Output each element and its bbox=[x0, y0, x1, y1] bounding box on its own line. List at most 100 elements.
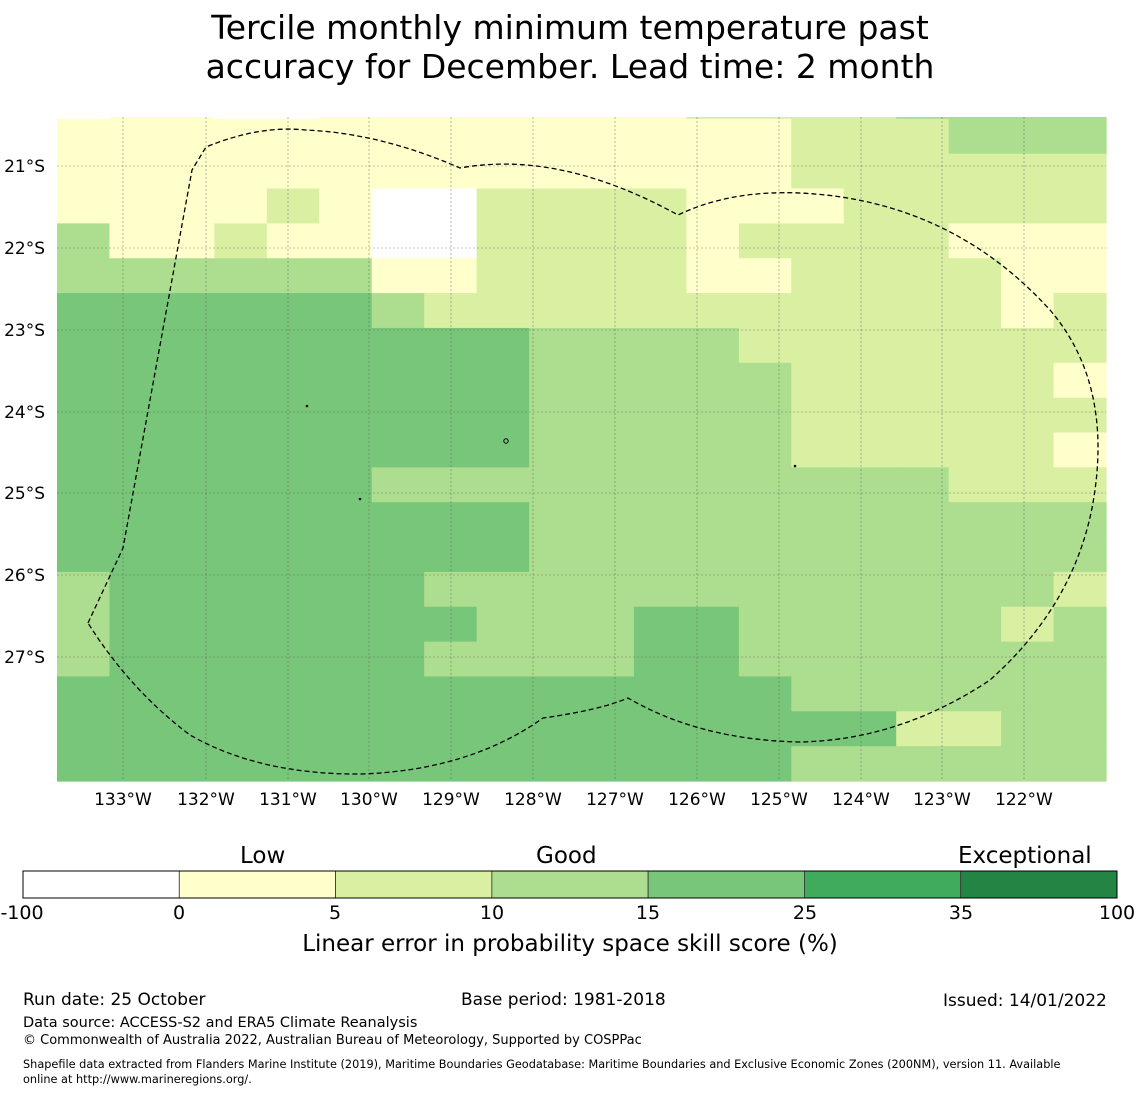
grid-cell bbox=[843, 188, 897, 224]
grid-cell bbox=[476, 223, 530, 259]
grid-cell bbox=[109, 641, 163, 678]
grid-cell bbox=[896, 327, 950, 364]
grid-cell bbox=[476, 327, 530, 364]
grid-cell bbox=[738, 676, 792, 712]
grid-cell bbox=[529, 118, 583, 155]
grid-cell bbox=[424, 258, 478, 294]
grid-cell bbox=[896, 362, 950, 399]
grid-cell bbox=[214, 293, 268, 329]
grid-cell bbox=[424, 118, 478, 155]
grid-cell bbox=[686, 606, 740, 643]
grid-cell bbox=[633, 117, 687, 120]
grid-cell bbox=[424, 223, 478, 259]
grid-cell bbox=[424, 676, 478, 712]
grid-cell bbox=[738, 118, 792, 155]
grid-cell bbox=[266, 362, 320, 399]
longitude-label: 123°W bbox=[913, 790, 971, 810]
grid-cell bbox=[1053, 362, 1107, 399]
longitude-label: 130°W bbox=[340, 790, 398, 810]
grid-cell bbox=[738, 467, 792, 503]
grid-cell bbox=[843, 153, 897, 190]
grid-cell bbox=[161, 117, 215, 120]
grid-cell bbox=[161, 641, 215, 678]
grid-cell bbox=[529, 571, 583, 608]
grid-cell bbox=[633, 641, 687, 678]
grid-cell bbox=[161, 537, 215, 573]
grid-cell bbox=[214, 432, 268, 468]
grid-cell bbox=[633, 223, 687, 259]
islet bbox=[503, 438, 509, 444]
grid-cell bbox=[476, 641, 530, 678]
grid-cell bbox=[319, 327, 373, 364]
grid-cell bbox=[266, 467, 320, 503]
colorbar-segment bbox=[22, 870, 180, 899]
grid-cell bbox=[214, 258, 268, 294]
grid-cell bbox=[948, 537, 1002, 573]
grid-cell bbox=[319, 537, 373, 573]
grid-cell bbox=[896, 117, 950, 120]
grid-cell bbox=[791, 117, 845, 120]
grid-cell bbox=[57, 223, 111, 259]
grid-cell bbox=[896, 258, 950, 294]
data-source: Data source: ACCESS-S2 and ERA5 Climate … bbox=[23, 1015, 418, 1031]
grid-cell bbox=[161, 293, 215, 329]
grid-cell bbox=[791, 676, 845, 712]
grid-cell bbox=[1001, 188, 1055, 224]
colorbar-tick: 25 bbox=[792, 902, 818, 924]
colorbar-tick: 0 bbox=[172, 902, 186, 924]
grid-cell bbox=[424, 117, 478, 120]
colorbar-category-good: Good bbox=[536, 843, 597, 869]
grid-cell bbox=[843, 502, 897, 538]
grid-cell bbox=[476, 293, 530, 329]
grid-cell bbox=[266, 188, 320, 224]
grid-cell bbox=[371, 258, 425, 294]
grid-cell bbox=[109, 117, 163, 120]
grid-cell bbox=[57, 571, 111, 608]
grid-cell bbox=[1053, 153, 1107, 190]
grid-cell bbox=[843, 362, 897, 399]
grid-cell bbox=[214, 502, 268, 538]
grid-cell bbox=[161, 746, 215, 782]
grid-cell bbox=[109, 467, 163, 503]
grid-cell bbox=[161, 188, 215, 224]
grid-cell bbox=[1001, 537, 1055, 573]
grid-cell bbox=[948, 432, 1002, 468]
grid-cell bbox=[529, 188, 583, 224]
grid-cell bbox=[214, 117, 268, 120]
grid-cell bbox=[581, 676, 635, 712]
grid-cell bbox=[791, 223, 845, 259]
grid-cell bbox=[791, 188, 845, 224]
grid-cell bbox=[948, 362, 1002, 399]
title-line-2: accuracy for December. Lead time: 2 mont… bbox=[205, 47, 935, 86]
grid-cell bbox=[948, 711, 1002, 747]
grid-cell bbox=[633, 327, 687, 364]
grid-cell bbox=[161, 362, 215, 399]
grid-cell bbox=[633, 676, 687, 712]
grid-cell bbox=[371, 118, 425, 155]
grid-cell bbox=[581, 711, 635, 747]
grid-cell bbox=[581, 746, 635, 782]
grid-cell bbox=[843, 223, 897, 259]
grid-cell bbox=[1053, 606, 1107, 643]
colorbar-tick: 10 bbox=[479, 902, 505, 924]
grid-cell bbox=[791, 537, 845, 573]
grid-cell bbox=[424, 397, 478, 434]
grid-cell bbox=[371, 327, 425, 364]
grid-cell bbox=[161, 467, 215, 503]
grid-cell bbox=[214, 118, 268, 155]
grid-cell bbox=[1053, 117, 1107, 120]
grid-cell bbox=[476, 537, 530, 573]
grid-cell bbox=[371, 606, 425, 643]
grid-cell bbox=[57, 467, 111, 503]
grid-cell bbox=[529, 223, 583, 259]
grid-cell bbox=[791, 258, 845, 294]
grid-cell bbox=[476, 188, 530, 224]
grid-cell bbox=[1053, 293, 1107, 329]
grid-cell bbox=[686, 258, 740, 294]
grid-cell bbox=[633, 467, 687, 503]
grid-cell bbox=[371, 467, 425, 503]
grid-cell bbox=[896, 711, 950, 747]
grid-cell bbox=[1053, 502, 1107, 538]
grid-cell bbox=[686, 293, 740, 329]
grid-cell bbox=[424, 502, 478, 538]
